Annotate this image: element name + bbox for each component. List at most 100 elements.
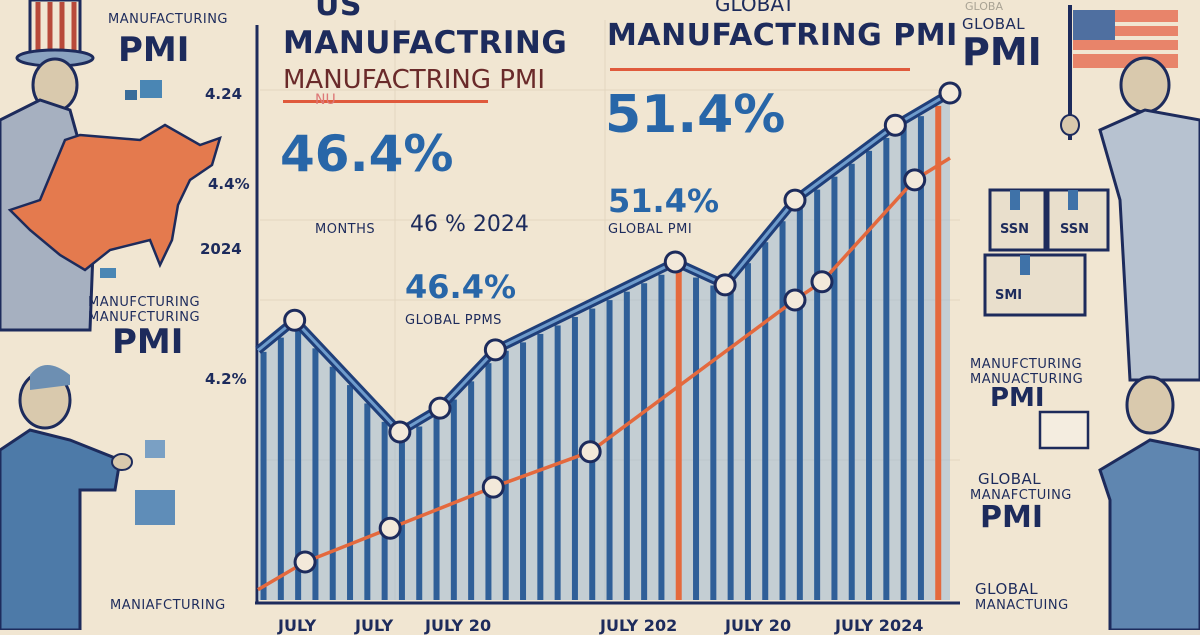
- shipping-boxes: [983, 188, 1110, 317]
- y-tick-label: 4.2%: [205, 370, 247, 388]
- box-label: SSN: [1060, 222, 1090, 237]
- right-lower-pmi: PMI: [980, 500, 1044, 535]
- box-label: SSN: [1000, 222, 1030, 237]
- series-line-blue-highlight: [257, 91, 951, 434]
- series-bar: [883, 137, 890, 601]
- right-mid-label-2: MANUACTURING: [970, 372, 1084, 387]
- box-label: SMI: [995, 288, 1023, 303]
- data-point-blue: [938, 81, 962, 105]
- data-point-orange: [481, 475, 505, 499]
- series-bar: [416, 426, 423, 600]
- series-bar: [710, 285, 717, 600]
- series-bar: [848, 163, 855, 601]
- x-tick-label: JULY 202: [600, 616, 678, 635]
- left-top-label: MANUFACTURING: [108, 12, 228, 27]
- data-point-blue: [483, 338, 507, 362]
- global-value-2: 51.4%: [608, 182, 720, 220]
- series-bar: [900, 126, 907, 601]
- us-value: 46.4%: [280, 125, 454, 183]
- y-tick-label: 4.24: [205, 85, 243, 103]
- x-tick-label: JULY 20: [425, 616, 492, 635]
- series-bar: [277, 337, 284, 600]
- global-value-2-label: GLOBAL PMI: [608, 222, 693, 237]
- left-top-pmi: PMI: [118, 30, 190, 70]
- data-point-orange: [810, 270, 834, 294]
- right-mid-label-1: MANUFCTURING: [970, 357, 1083, 372]
- data-point-orange: [903, 168, 927, 192]
- us-title: MANUFACTRING: [283, 25, 568, 61]
- series-bar: [831, 176, 838, 600]
- data-point-blue: [663, 250, 687, 274]
- series-bar: [520, 342, 527, 600]
- data-point-orange: [293, 550, 317, 574]
- businessman-with-tablet-figure: [1038, 375, 1200, 630]
- months-label: MONTHS: [315, 222, 376, 237]
- left-mid-label-2: MANUFCTURING: [88, 310, 201, 325]
- x-tick-label: JULY: [278, 616, 317, 635]
- highlight-bar: [675, 269, 682, 600]
- right-lower-label-2: MANAFCTUING: [970, 488, 1072, 503]
- us-rule-text: NU: [315, 92, 336, 108]
- series-bar: [398, 436, 405, 600]
- y-tick-label: 2024: [200, 240, 242, 258]
- data-point-orange: [378, 516, 402, 540]
- data-point-blue: [713, 273, 737, 297]
- us-note: 46 % 2024: [410, 212, 529, 237]
- x-tick-label: JULY: [355, 616, 394, 635]
- data-point-blue: [388, 420, 412, 444]
- series-bar: [502, 350, 509, 600]
- us-subtitle: MANUFACTRING PMI: [283, 65, 546, 95]
- series-bar: [537, 333, 544, 600]
- series-bar: [796, 202, 803, 600]
- left-bottom-label: MANIAFCTURING: [110, 598, 226, 613]
- global-top-label: GLOBAT: [715, 0, 795, 16]
- right-lower-label-1: GLOBAL: [978, 470, 1042, 488]
- right-top-label: GLOBAL: [962, 15, 1026, 33]
- series-bar: [468, 381, 475, 600]
- right-mid-pmi: PMI: [990, 383, 1045, 413]
- series-bar: [450, 399, 457, 600]
- series-bar: [364, 403, 371, 600]
- right-top-pmi: PMI: [962, 30, 1042, 74]
- series-bar: [779, 221, 786, 600]
- map-fragments: [100, 80, 175, 525]
- us-value-2-label: GLOBAL PPMS: [405, 313, 502, 328]
- series-bar: [312, 348, 319, 600]
- us-value-2: 46.4%: [405, 268, 517, 306]
- us-divider: [283, 100, 488, 103]
- global-value: 51.4%: [605, 85, 786, 145]
- right-bottom-label-2: MANACTUING: [975, 598, 1069, 613]
- series-bar: [641, 283, 648, 600]
- series-bar: [347, 385, 354, 600]
- series-bar: [260, 351, 267, 600]
- data-point-blue: [783, 188, 807, 212]
- x-tick-label: JULY 20: [725, 616, 792, 635]
- data-point-blue: [883, 113, 907, 137]
- us-top-label: US: [315, 0, 362, 23]
- global-divider: [610, 68, 910, 71]
- series-bar: [866, 150, 873, 601]
- global-title: MANUFACTRING PMI: [607, 18, 958, 53]
- series-bar: [623, 291, 630, 600]
- series-bar: [295, 329, 302, 600]
- series-bar: [658, 274, 665, 600]
- data-point-orange: [783, 288, 807, 312]
- series-bar: [381, 421, 388, 600]
- highlight-bar: [935, 105, 942, 601]
- series-bar: [814, 189, 821, 600]
- x-tick-label: JULY 2024: [835, 616, 924, 635]
- us-map-icon: [7, 123, 222, 272]
- right-top-small: GLOBA: [965, 0, 1003, 13]
- businessman-figure: [0, 365, 133, 630]
- y-tick-label: 4.4%: [208, 175, 250, 193]
- series-bar: [329, 366, 336, 600]
- right-bottom-label-1: GLOBAL: [975, 580, 1039, 598]
- data-point-orange: [578, 440, 602, 464]
- series-bar: [727, 284, 734, 600]
- series-bar: [744, 263, 751, 600]
- data-point-blue: [283, 308, 307, 332]
- flag-bearer-figure: [1060, 56, 1200, 382]
- series-bar: [606, 300, 613, 600]
- series-bar: [762, 242, 769, 601]
